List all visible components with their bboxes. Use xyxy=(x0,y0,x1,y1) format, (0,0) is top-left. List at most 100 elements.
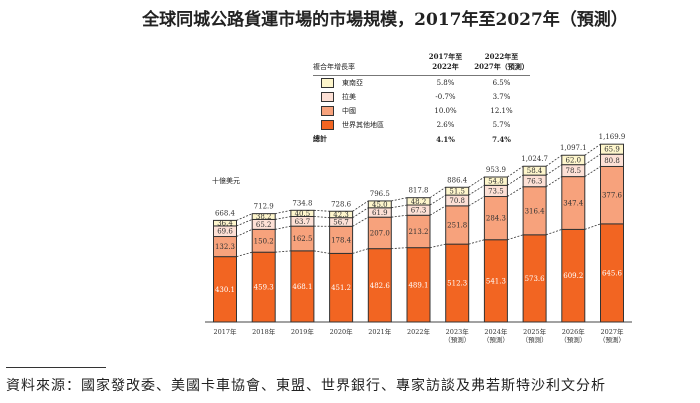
legend-c1: 10.0% xyxy=(434,107,457,115)
legend-label: 世界其他地區 xyxy=(342,121,384,129)
divider xyxy=(6,367,106,368)
connector-line xyxy=(236,228,253,237)
total-label: 728.6 xyxy=(331,200,352,208)
data-label: 78.5 xyxy=(566,167,582,175)
data-label: 468.1 xyxy=(292,283,312,291)
connector-line xyxy=(429,186,446,199)
data-label: 162.5 xyxy=(292,235,312,243)
connector-line xyxy=(545,154,563,167)
bar-segment xyxy=(561,154,586,166)
legend-col1: 2017年至 2022年 xyxy=(428,52,463,71)
connector-line xyxy=(584,143,601,156)
connector-line xyxy=(391,247,408,250)
legend-row: 拉美 -0.7% 3.7% xyxy=(313,90,530,104)
data-label: 645.6 xyxy=(602,269,623,277)
total-label: 817.8 xyxy=(408,187,428,195)
data-label: 58.4 xyxy=(527,167,543,175)
legend-total-row: 總計 4.1% 7.4% xyxy=(313,132,530,146)
data-label: 65.2 xyxy=(256,221,272,229)
x-tick-label: 2022年 xyxy=(407,327,431,336)
legend-label: 中國 xyxy=(342,107,356,115)
total-label: 886.4 xyxy=(447,176,468,184)
data-label: 430.1 xyxy=(215,286,235,294)
connector-line xyxy=(391,197,408,202)
connector-line xyxy=(236,213,253,221)
bar-segment xyxy=(445,186,470,196)
x-tick-label: （預測） xyxy=(483,335,509,344)
x-tick-label: 2025年 xyxy=(523,327,547,336)
x-tick-label: 2027年 xyxy=(600,327,624,336)
connector-line xyxy=(275,250,291,253)
legend-swatch xyxy=(321,120,334,130)
legend-swatch xyxy=(321,92,334,102)
connector-line xyxy=(352,216,369,227)
legend-c2: 6.5% xyxy=(492,79,511,87)
data-label: 76.3 xyxy=(527,177,543,185)
data-label: 73.5 xyxy=(488,187,504,195)
x-tick-label: 2024年 xyxy=(484,327,508,336)
x-tick-label: 2021年 xyxy=(368,327,392,336)
x-tick-label: （預測） xyxy=(560,335,586,344)
data-label: 132.3 xyxy=(215,243,235,251)
total-label: 總計 xyxy=(313,134,327,143)
data-label: 451.2 xyxy=(331,284,351,292)
connector-line xyxy=(507,234,524,241)
data-label: 207.0 xyxy=(370,229,390,237)
legend-label: 東南亞 xyxy=(342,79,363,87)
data-label: 573.6 xyxy=(525,275,546,283)
legend-c2: 5.7% xyxy=(492,121,511,129)
data-label: 65.9 xyxy=(604,146,620,154)
connector-line xyxy=(584,223,601,230)
bar-segment xyxy=(367,200,392,209)
data-label: 51.5 xyxy=(449,188,465,196)
source-note: 資料來源：國家發改委、美國卡車協會、東盟、世界銀行、專家訪談及弗若斯特沙利文分析 xyxy=(6,378,606,394)
x-tick-label: 2023年 xyxy=(446,327,470,336)
data-label: 67.3 xyxy=(411,207,427,215)
connector-line xyxy=(545,176,563,188)
connector-line xyxy=(468,176,485,188)
x-tick-label: 2020年 xyxy=(330,327,354,336)
data-label: 48.2 xyxy=(411,198,427,206)
legend-label: 拉美 xyxy=(342,93,356,101)
x-tick-label: 2017年 xyxy=(213,327,237,336)
connector-line xyxy=(391,204,408,209)
data-label: 150.2 xyxy=(254,237,274,245)
data-label: 482.6 xyxy=(370,282,391,290)
data-label: 541.3 xyxy=(486,277,506,285)
x-tick-label: （預測） xyxy=(444,335,470,344)
connector-line xyxy=(391,214,408,218)
bar-segment xyxy=(290,209,315,217)
data-label: 38.2 xyxy=(256,213,272,221)
data-label: 70.8 xyxy=(449,197,465,205)
data-label: 609.2 xyxy=(563,272,583,280)
connector-line xyxy=(584,166,601,177)
legend-c1: 2.6% xyxy=(436,121,455,129)
data-label: 62.0 xyxy=(566,156,582,164)
data-label: 56.7 xyxy=(333,218,349,226)
data-label: 42.3 xyxy=(333,211,349,219)
data-label: 489.1 xyxy=(408,281,428,289)
legend-swatch xyxy=(321,106,334,116)
data-label: 316.4 xyxy=(525,207,546,215)
connector-line xyxy=(313,216,330,219)
bar-segment xyxy=(213,219,237,227)
total-label: 734.8 xyxy=(292,199,312,207)
data-label: 40.5 xyxy=(295,210,311,218)
legend-header: 複合年增長率 xyxy=(313,63,355,71)
connector-line xyxy=(313,250,330,254)
bar-segment xyxy=(406,197,431,206)
legend-c2: 3.7% xyxy=(492,93,511,101)
data-label: 69.6 xyxy=(217,228,233,236)
data-label: 36.4 xyxy=(217,220,233,228)
connector-line xyxy=(545,229,562,236)
connector-line xyxy=(313,209,330,212)
data-label: 512.3 xyxy=(447,280,467,288)
legend-table: 複合年增長率 2017年至 2022年 2022年至 2027年（預測） 東南亞… xyxy=(313,52,530,146)
x-tick-label: 2026年 xyxy=(562,327,586,336)
x-tick-label: 2018年 xyxy=(252,327,276,336)
connector-line xyxy=(584,153,601,165)
bar-segment xyxy=(329,210,354,219)
legend-col2: 2022年至 2027年（預測） xyxy=(474,52,529,71)
connector-line xyxy=(275,216,291,220)
